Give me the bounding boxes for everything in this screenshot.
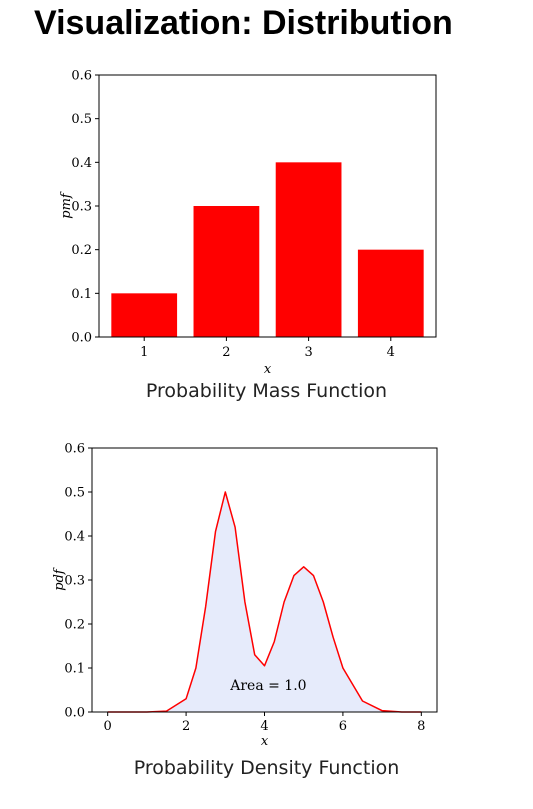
pdf-y-tick-label: 0.4 bbox=[64, 530, 85, 545]
pdf-caption: Probability Density Function bbox=[133, 757, 400, 779]
pmf-x-tick-label: 3 bbox=[304, 345, 312, 360]
pmf-y-tick-label: 0.4 bbox=[71, 156, 92, 171]
pdf-x-tick-label: 2 bbox=[182, 719, 190, 734]
pmf-x-tick-label: 2 bbox=[222, 345, 230, 360]
pdf-y-axis-label: pdf bbox=[52, 567, 67, 591]
pdf-y-tick-label: 0.3 bbox=[64, 574, 85, 589]
pmf-caption: Probability Mass Function bbox=[145, 380, 388, 402]
pdf-y-tick-label: 0.2 bbox=[64, 618, 85, 633]
pdf-x-axis-label: x bbox=[261, 734, 269, 749]
pmf-bar-3 bbox=[275, 162, 342, 337]
pdf-x-tick-label: 4 bbox=[260, 719, 268, 734]
pmf-y-axis-label: pmf bbox=[59, 191, 74, 219]
pdf-x-tick-label: 6 bbox=[339, 719, 347, 734]
pmf-x-tick-label: 4 bbox=[387, 345, 395, 360]
pdf-area-annotation: Area = 1.0 bbox=[229, 678, 306, 694]
pmf-y-tick-label: 0.1 bbox=[71, 287, 92, 302]
pdf-y-tick-label: 0.0 bbox=[64, 706, 85, 721]
pdf-y-tick-label: 0.6 bbox=[64, 442, 85, 457]
pdf-curve-line bbox=[107, 491, 422, 713]
slide-title: Visualization: Distribution bbox=[34, 4, 453, 42]
pdf-x-tick-label: 0 bbox=[104, 719, 112, 734]
pmf-y-tick-label: 0.2 bbox=[71, 243, 92, 258]
pdf-area-fill bbox=[107, 492, 422, 712]
pdf-y-tick-label: 0.5 bbox=[64, 486, 85, 501]
pmf-bar-4 bbox=[357, 249, 424, 337]
pmf-x-tick-label: 1 bbox=[140, 345, 148, 360]
pmf-y-tick-label: 0.3 bbox=[71, 200, 92, 215]
pmf-y-tick-label: 0.6 bbox=[71, 69, 92, 84]
pmf-bar-1 bbox=[111, 293, 178, 337]
pmf-y-tick-label: 0.0 bbox=[71, 331, 92, 346]
pdf-x-tick-label: 8 bbox=[417, 719, 425, 734]
pmf-x-axis-label: x bbox=[264, 362, 272, 377]
pdf-y-tick-label: 0.1 bbox=[64, 662, 85, 677]
pmf-y-tick-label: 0.5 bbox=[71, 112, 92, 127]
pmf-bar-2 bbox=[193, 206, 260, 337]
